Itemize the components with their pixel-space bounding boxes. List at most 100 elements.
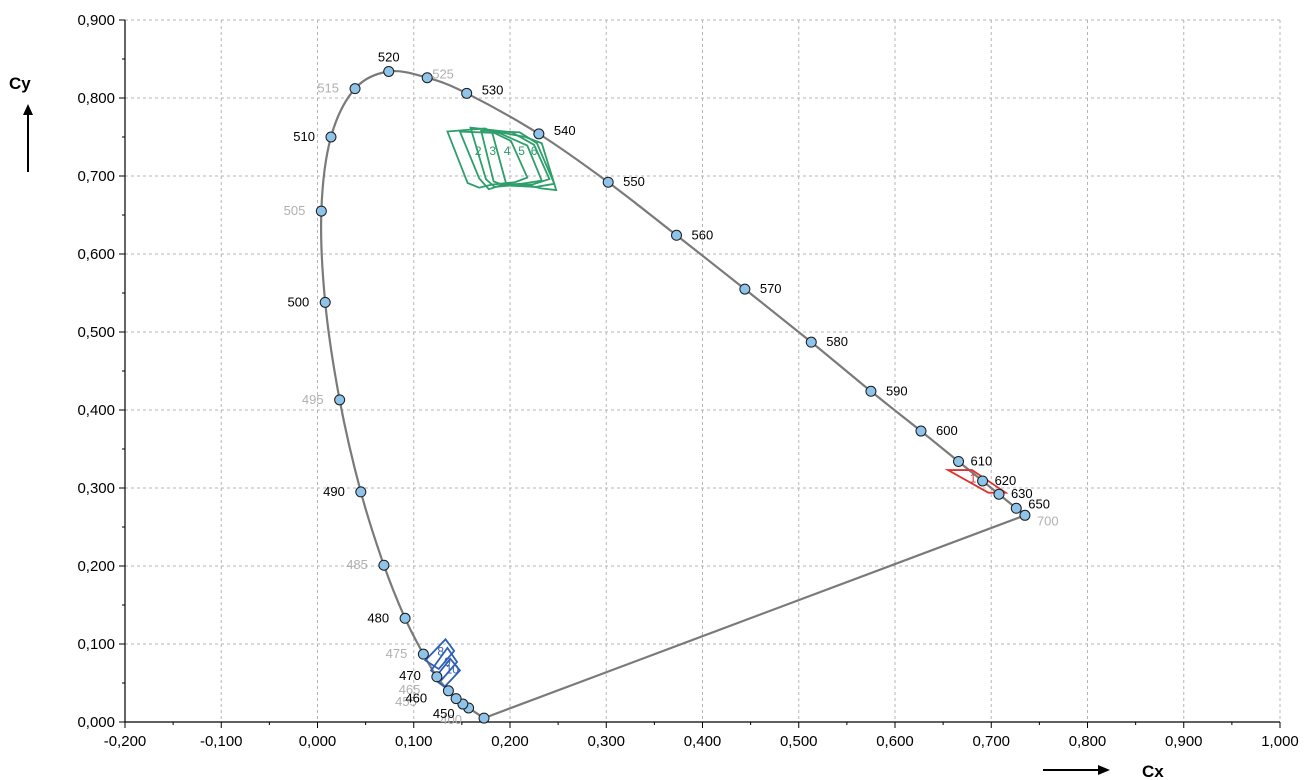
tolerance-region-label: 8 — [437, 645, 444, 659]
gridlines — [125, 19, 1281, 722]
locus-point — [602, 176, 614, 188]
tolerance-region — [490, 129, 558, 192]
locus-point — [739, 283, 751, 295]
locus-point-label: 570 — [760, 281, 782, 296]
y-tick-label: 0,500 — [77, 324, 115, 341]
y-tick-label: 0,800 — [77, 90, 115, 107]
x-tick-label: 0,400 — [684, 733, 722, 750]
locus-point-label: 475 — [386, 646, 408, 661]
x-tick-label: 0,900 — [1165, 733, 1203, 750]
locus-point — [915, 425, 927, 437]
locus-point — [421, 72, 433, 84]
tolerance-region-label: 10 — [446, 663, 460, 677]
locus-point-label: 525 — [432, 67, 454, 82]
locus-point — [1010, 502, 1022, 514]
locus-point-label: 650 — [1028, 496, 1050, 511]
locus-point-label: 590 — [886, 383, 908, 398]
locus-point-label: 505 — [284, 203, 306, 218]
locus-point-label: 630 — [1011, 486, 1033, 501]
locus-point-label: 470 — [399, 668, 421, 683]
x-tick-label: 0,000 — [299, 733, 337, 750]
locus-point — [865, 385, 877, 397]
x-tick-label: 0,100 — [395, 733, 433, 750]
locus-point — [355, 486, 367, 498]
locus-point-label: 610 — [971, 453, 993, 468]
tolerance-region-label: 3 — [489, 144, 496, 158]
x-tick-label: 1,000 — [1261, 733, 1299, 750]
locus-point-label: 460 — [405, 691, 427, 706]
locus-point-label: 485 — [346, 557, 368, 572]
y-tick-label: 0,400 — [77, 402, 115, 419]
locus-point-label: 540 — [554, 123, 576, 138]
locus-point — [1019, 509, 1031, 521]
locus-point-label: 480 — [367, 610, 389, 625]
locus-point-label: 550 — [623, 174, 645, 189]
locus-point-label: 530 — [482, 82, 504, 97]
locus-point — [977, 475, 989, 487]
locus-point-label: 495 — [302, 392, 324, 407]
x-axis-label: Cx — [1142, 762, 1164, 780]
tolerance-region — [432, 657, 462, 689]
locus-point — [325, 131, 337, 143]
y-tick-label: 0,900 — [77, 12, 115, 29]
tolerance-region — [944, 469, 1009, 494]
locus-point — [461, 87, 473, 99]
locus-point-label: 580 — [826, 334, 848, 349]
locus-point-label: 450 — [433, 706, 455, 721]
locus-point — [319, 296, 331, 308]
tolerance-region-label: 4 — [504, 144, 511, 158]
x-tick-label: 0,600 — [876, 733, 914, 750]
y-tick-label: 0,700 — [77, 168, 115, 185]
locus-point — [315, 205, 327, 217]
locus-point-label: 560 — [692, 227, 714, 242]
y-tick-label: 0,200 — [77, 558, 115, 575]
x-tick-label: 0,300 — [587, 733, 625, 750]
locus-point — [431, 671, 443, 683]
locus-point — [478, 712, 490, 724]
locus-point — [953, 455, 965, 467]
locus-point — [334, 394, 346, 406]
y-tick-label: 0,100 — [77, 636, 115, 653]
locus-point — [671, 229, 683, 241]
tolerance-region — [458, 130, 544, 191]
tolerance-region-label: 1 — [970, 472, 977, 486]
locus-point-label: 520 — [378, 49, 400, 64]
locus-point — [378, 559, 390, 571]
locus-points — [315, 65, 1031, 724]
locus-point — [805, 336, 817, 348]
y-tick-label: 0,000 — [77, 714, 115, 731]
purple-line — [483, 514, 1026, 720]
x-tick-label: 0,800 — [1069, 733, 1107, 750]
x-tick-label: 0,500 — [780, 733, 818, 750]
x-tick-label: -0,200 — [104, 733, 147, 750]
point-labels: 4004504554604654704754804854904955005055… — [284, 49, 1059, 727]
tolerance-region-label: 6 — [531, 144, 538, 158]
x-axis-arrowhead-icon — [1098, 765, 1110, 775]
locus-point — [533, 128, 545, 140]
y-tick-label: 0,600 — [77, 246, 115, 263]
locus-point-label: 465 — [399, 682, 421, 697]
y-axis-label: Cy — [9, 74, 31, 93]
locus-point — [399, 612, 411, 624]
locus-point-label: 510 — [293, 129, 315, 144]
locus-point-label: 490 — [323, 484, 345, 499]
axes: -0,200 -0,100 0,000 0,100 0,200 0,300 0,400 0,5… — [77, 12, 1298, 750]
spectral-locus — [319, 69, 1026, 720]
locus-point-label: 400 — [440, 712, 462, 727]
y-axis-arrowhead-icon — [23, 104, 33, 115]
tolerance-region — [479, 129, 556, 188]
locus-point-label: 700 — [1037, 513, 1059, 528]
locus-point — [417, 648, 429, 660]
locus-point — [349, 83, 361, 95]
x-axis-title: Cx — [1043, 762, 1164, 780]
locus-point — [993, 488, 1005, 500]
x-tick-label: 0,700 — [972, 733, 1010, 750]
x-tick-label: 0,200 — [491, 733, 529, 750]
y-axis-title: Cy — [9, 74, 33, 172]
y-tick-label: 0,300 — [77, 480, 115, 497]
locus-point-label: 600 — [936, 423, 958, 438]
locus-point-label: 455 — [395, 694, 417, 709]
locus-point — [442, 685, 454, 697]
